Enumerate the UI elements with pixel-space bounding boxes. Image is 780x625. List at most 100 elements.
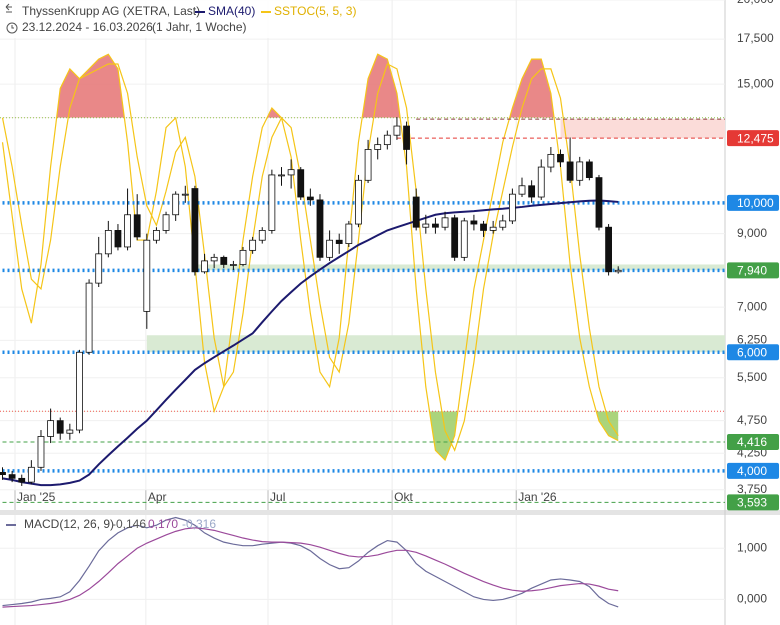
y-tick-label: 0,000 xyxy=(737,592,767,606)
y-tick-label: 4,750 xyxy=(737,413,767,427)
candle-body xyxy=(201,260,208,273)
candle-body xyxy=(249,239,257,251)
candle-body xyxy=(114,230,122,248)
candle-body xyxy=(143,239,151,312)
candle-body xyxy=(133,214,141,238)
price-tag-label: 4,000 xyxy=(737,464,767,478)
candle-body xyxy=(239,249,247,265)
candle-body xyxy=(422,223,430,228)
candle-body xyxy=(306,196,314,201)
sstoc-signal xyxy=(1,63,619,452)
candle-body xyxy=(8,474,16,479)
candle-body xyxy=(432,223,439,228)
zone xyxy=(560,119,725,139)
x-tick-label: Jan '26 xyxy=(518,490,557,504)
candle-body xyxy=(47,420,55,437)
candle-body xyxy=(85,282,93,353)
chart-title: ThyssenKrupp AG (XETRA, Last) xyxy=(22,4,200,18)
candle-body xyxy=(576,161,584,181)
candle-body xyxy=(528,185,536,198)
candle-body xyxy=(499,220,507,228)
macd-readout: -0,316 xyxy=(182,517,216,531)
x-tick-label: Apr xyxy=(148,490,167,504)
candle-body xyxy=(326,239,333,258)
candle-body xyxy=(297,169,305,198)
pane-separator xyxy=(0,510,780,515)
candle-body xyxy=(0,471,6,476)
price-tag-label: 7,940 xyxy=(737,263,767,277)
candle-body xyxy=(95,253,103,284)
candle-body xyxy=(66,429,74,434)
candle-body xyxy=(508,193,516,222)
candle-body xyxy=(614,269,622,273)
overbought-fill xyxy=(2,54,619,118)
candle-body xyxy=(316,199,324,258)
candle-body xyxy=(412,196,420,228)
candle-body xyxy=(191,188,199,273)
candle-body xyxy=(547,153,555,168)
candle-body xyxy=(153,230,160,241)
candle-body xyxy=(76,351,83,431)
sstoc-line xyxy=(1,53,619,462)
candle-body xyxy=(104,230,112,255)
candle-body xyxy=(229,264,237,266)
candle-body xyxy=(56,420,64,434)
y-tick-label: 20,000 xyxy=(737,0,774,6)
macd-readout: 0,170 xyxy=(148,517,178,531)
candle-body xyxy=(124,214,131,248)
candle-body xyxy=(18,477,26,483)
candle-body xyxy=(383,134,391,146)
candle-body xyxy=(585,161,593,179)
y-tick-label: 6,250 xyxy=(737,333,767,347)
y-tick-label: 17,500 xyxy=(737,31,774,45)
clock-hands xyxy=(11,25,14,29)
candle-body xyxy=(220,256,228,265)
candle-body xyxy=(595,177,603,228)
legend-bg xyxy=(0,0,360,38)
candle-body xyxy=(566,161,574,181)
candle-body xyxy=(210,256,218,262)
price-tag-label: 6,000 xyxy=(737,345,767,359)
candle-body xyxy=(557,153,564,163)
candle-body xyxy=(268,174,276,231)
y-tick-label: 5,500 xyxy=(737,370,767,384)
y-tick-label: 7,000 xyxy=(737,299,767,313)
candle-body xyxy=(162,214,170,231)
candle-body xyxy=(460,220,468,258)
zone xyxy=(146,335,725,353)
macd-signal xyxy=(2,527,619,608)
price-tag xyxy=(727,494,779,511)
x-tick-label: Jan '25 xyxy=(17,490,56,504)
candle-body xyxy=(393,125,401,136)
price-tag xyxy=(727,262,779,279)
candle-body xyxy=(287,169,295,176)
y-tick-label: 15,000 xyxy=(737,76,774,90)
y-tick-label: 1,000 xyxy=(737,540,767,554)
clock-icon xyxy=(6,22,18,34)
legend-entry: SSTOC(5, 5, 3) xyxy=(274,4,356,18)
candle-body xyxy=(335,239,343,244)
candle-body xyxy=(172,193,180,216)
period: (1 Jahr, 1 Woche) xyxy=(152,20,247,34)
candle-body xyxy=(537,166,545,198)
oversold-fill xyxy=(429,411,619,461)
legend-entry: SMA(40) xyxy=(208,4,255,18)
candle-body xyxy=(27,466,35,483)
price-tag xyxy=(727,194,779,211)
candle-body xyxy=(258,230,266,241)
menu-icon xyxy=(5,3,12,13)
candle-body xyxy=(181,193,189,196)
y-tick-label: 9,000 xyxy=(737,226,767,240)
price-tag-label: 10,000 xyxy=(737,196,774,210)
x-tick-label: Jul xyxy=(270,490,285,504)
legend-entry: MACD(12, 26, 9) xyxy=(24,517,114,531)
candle-body xyxy=(489,226,497,231)
candle-body xyxy=(518,185,526,195)
zone xyxy=(194,264,725,271)
candle-body xyxy=(403,125,410,150)
candle-body xyxy=(480,223,487,231)
candle-body xyxy=(451,217,459,258)
price-tag xyxy=(727,344,779,361)
